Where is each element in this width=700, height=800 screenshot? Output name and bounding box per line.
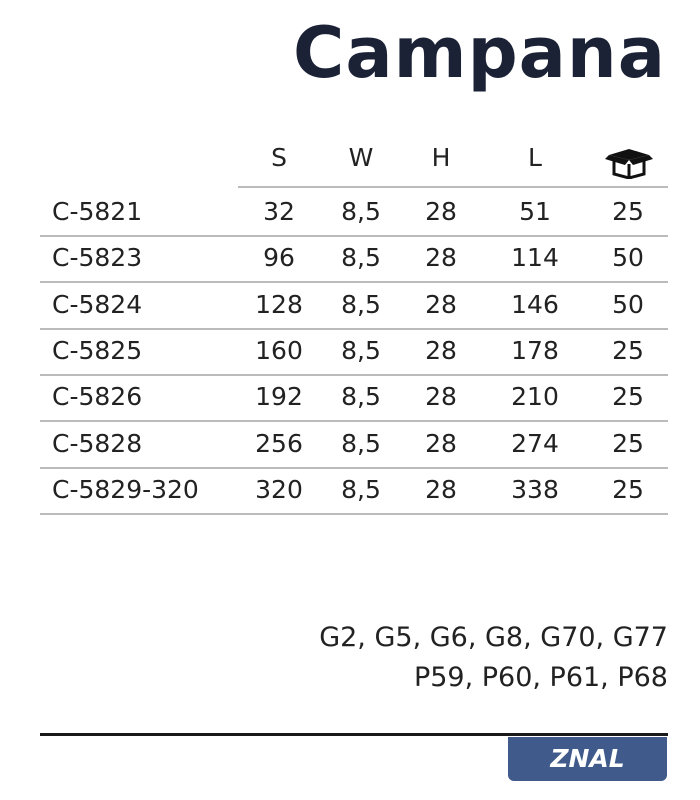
cell-h: 28 bbox=[425, 335, 457, 365]
material-badge: ZNAL bbox=[508, 737, 667, 781]
table-row: C-5826 192 8,5 28 210 25 bbox=[40, 374, 668, 423]
cell-s: 160 bbox=[255, 335, 303, 365]
cell-qty: 25 bbox=[612, 428, 644, 458]
finish-codes-g: G2, G5, G6, G8, G70, G77 bbox=[319, 622, 668, 653]
cell-s: 192 bbox=[255, 382, 303, 412]
cell-s: 320 bbox=[255, 474, 303, 504]
cell-l: 114 bbox=[511, 243, 559, 273]
cell-s: 32 bbox=[263, 197, 295, 226]
cell-code: C-5829-320 bbox=[52, 474, 199, 504]
cell-w: 8,5 bbox=[341, 428, 381, 458]
table-row: C-5825 160 8,5 28 178 25 bbox=[40, 328, 668, 376]
cell-w: 8,5 bbox=[341, 335, 381, 365]
cell-h: 28 bbox=[425, 243, 457, 273]
cell-qty: 25 bbox=[612, 335, 644, 365]
header-divider bbox=[238, 186, 668, 188]
cell-code: C-5828 bbox=[52, 428, 143, 458]
table-row: C-5824 128 8,5 28 146 50 bbox=[40, 282, 668, 330]
cell-l: 146 bbox=[511, 289, 559, 319]
cell-l: 51 bbox=[519, 197, 551, 226]
cell-l: 338 bbox=[511, 474, 559, 504]
cell-s: 256 bbox=[255, 428, 303, 458]
cell-code: C-5826 bbox=[52, 382, 143, 412]
cell-w: 8,5 bbox=[341, 197, 381, 226]
cell-s: 128 bbox=[255, 289, 303, 319]
cell-code: C-5824 bbox=[52, 289, 143, 319]
cell-qty: 25 bbox=[612, 197, 644, 226]
cell-h: 28 bbox=[425, 197, 457, 226]
table-row: C-5823 96 8,5 28 114 50 bbox=[40, 235, 668, 284]
header-h: H bbox=[431, 143, 451, 172]
cell-h: 28 bbox=[425, 382, 457, 412]
page-title: Campana bbox=[293, 12, 666, 94]
cell-qty: 50 bbox=[612, 289, 644, 319]
table-row: C-5821 32 8,5 28 51 25 bbox=[40, 189, 668, 237]
cell-s: 96 bbox=[263, 243, 295, 273]
cell-w: 8,5 bbox=[341, 474, 381, 504]
cell-qty: 25 bbox=[612, 474, 644, 504]
cell-h: 28 bbox=[425, 474, 457, 504]
footer-divider bbox=[40, 733, 668, 736]
table-row: C-5829-320 320 8,5 28 338 25 bbox=[40, 467, 668, 515]
cell-l: 178 bbox=[511, 335, 559, 365]
cell-code: C-5823 bbox=[52, 243, 143, 273]
header-l: L bbox=[528, 143, 542, 172]
cell-l: 274 bbox=[511, 428, 559, 458]
cell-code: C-5825 bbox=[52, 335, 143, 365]
package-box-icon bbox=[605, 149, 653, 179]
table-row: C-5828 256 8,5 28 274 25 bbox=[40, 421, 668, 469]
cell-qty: 50 bbox=[612, 243, 644, 273]
cell-w: 8,5 bbox=[341, 289, 381, 319]
cell-w: 8,5 bbox=[341, 382, 381, 412]
header-w: W bbox=[348, 143, 374, 172]
cell-h: 28 bbox=[425, 428, 457, 458]
cell-l: 210 bbox=[511, 382, 559, 412]
header-s: S bbox=[271, 143, 287, 172]
cell-code: C-5821 bbox=[52, 197, 143, 226]
cell-qty: 25 bbox=[612, 382, 644, 412]
cell-w: 8,5 bbox=[341, 243, 381, 273]
cell-h: 28 bbox=[425, 289, 457, 319]
finish-codes-p: P59, P60, P61, P68 bbox=[413, 662, 668, 693]
